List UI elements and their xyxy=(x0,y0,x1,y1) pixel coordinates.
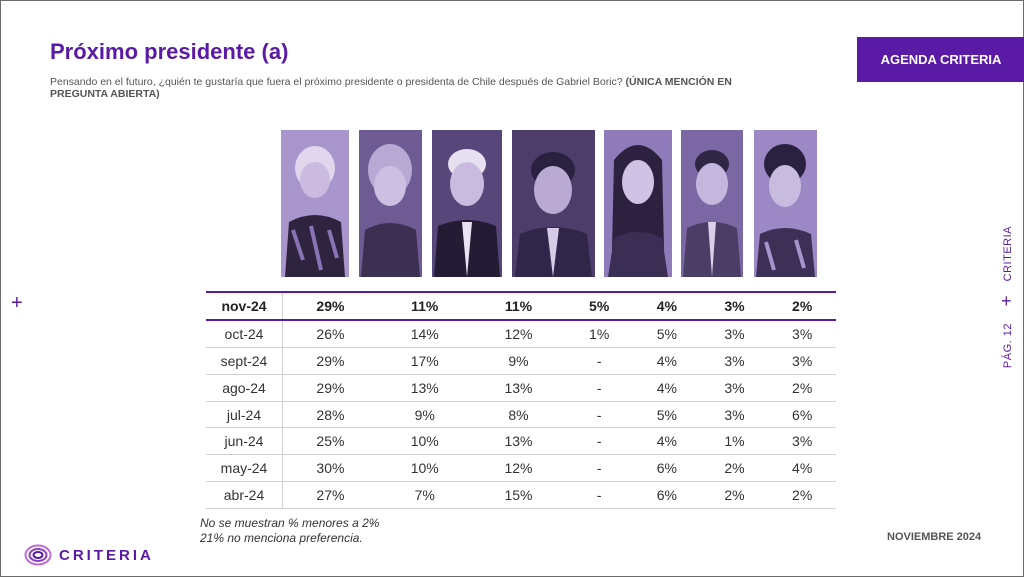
cell-value: 1% xyxy=(700,427,769,456)
cell-value: 4% xyxy=(632,291,701,321)
table-row: ago-24 29% 13% 13% -4% 3% 2% xyxy=(206,374,836,402)
cell-value: 12% xyxy=(471,454,566,483)
cell-value: 11% xyxy=(377,291,472,321)
side-brand: CRITERIA xyxy=(1002,226,1014,282)
cell-value: 6% xyxy=(768,401,836,429)
cell-value: 5% xyxy=(632,319,701,348)
cell-value: 29% xyxy=(282,347,378,375)
candidate-photo-7 xyxy=(754,130,817,277)
candidate-photo-6 xyxy=(681,130,743,277)
side-label: CRITERIA + PÁG. 12 xyxy=(999,226,1021,371)
cell-value: 3% xyxy=(700,291,769,321)
cell-value: 10% xyxy=(377,454,472,483)
candidate-photo-2 xyxy=(359,130,422,277)
cell-value: - xyxy=(565,427,633,456)
cell-value: 3% xyxy=(700,401,769,429)
cell-value: 28% xyxy=(282,401,378,429)
row-month: ago-24 xyxy=(206,374,283,402)
table-row: nov-24 29% 11% 11% 5% 4% 3% 2% xyxy=(206,291,836,321)
footnote: No se muestran % menores a 2% 21% no men… xyxy=(200,516,379,546)
plus-icon: + xyxy=(11,292,23,314)
cell-value: 29% xyxy=(282,374,378,402)
question-text: Pensando en el futuro, ¿quién te gustarí… xyxy=(50,76,623,88)
row-month: abr-24 xyxy=(206,481,283,510)
cell-value: 3% xyxy=(700,347,769,375)
cell-value: 2% xyxy=(768,291,836,321)
cell-value: 5% xyxy=(632,401,701,429)
cell-value: 2% xyxy=(700,454,769,483)
cell-value: 2% xyxy=(700,481,769,510)
cell-value: 25% xyxy=(282,427,378,456)
cell-value: 9% xyxy=(471,347,566,375)
criteria-logo: CRITERIA xyxy=(24,544,154,566)
survey-question: Pensando en el futuro, ¿quién te gustarí… xyxy=(50,76,770,100)
cell-value: - xyxy=(565,374,633,402)
row-month: nov-24 xyxy=(206,291,283,321)
cell-value: 4% xyxy=(632,347,701,375)
page-number: PÁG. 12 xyxy=(1002,323,1014,369)
cell-value: 13% xyxy=(471,427,566,456)
candidate-photo-3 xyxy=(432,130,502,277)
cell-value: 1% xyxy=(565,319,633,348)
cell-value: - xyxy=(565,454,633,483)
candidate-photo-5 xyxy=(604,130,672,277)
table-row: jul-24 28% 9% 8% -5% 3% 6% xyxy=(206,401,836,429)
cell-value: 8% xyxy=(471,401,566,429)
table-row: sept-24 29% 17% 9% -4% 3% 3% xyxy=(206,347,836,375)
poll-results-table: nov-24 29% 11% 11% 5% 4% 3% 2% oct-24 26% 14% 12% 1%… xyxy=(206,291,836,510)
cell-value: 6% xyxy=(632,454,701,483)
question-note: (ÚNICA MENCIÓN EN PREGUNTA ABIERTA) xyxy=(50,76,732,100)
cell-value: - xyxy=(565,347,633,375)
plus-icon: + xyxy=(1001,291,1012,311)
cell-value: 3% xyxy=(768,319,836,348)
cell-value: 13% xyxy=(471,374,566,402)
row-month: oct-24 xyxy=(206,319,283,348)
cell-value: 3% xyxy=(768,347,836,375)
cell-value: 26% xyxy=(282,319,378,348)
cell-value: 17% xyxy=(377,347,472,375)
agenda-criteria-badge: AGENDA CRITERIA xyxy=(857,37,1024,82)
cell-value: 27% xyxy=(282,481,378,510)
cell-value: 14% xyxy=(377,319,472,348)
cell-value: 15% xyxy=(471,481,566,510)
page-title: Próximo presidente (a) xyxy=(50,39,289,64)
cell-value: 10% xyxy=(377,427,472,456)
cell-value: - xyxy=(565,481,633,510)
cell-value: 3% xyxy=(700,319,769,348)
cell-value: 3% xyxy=(768,427,836,456)
cell-value: 12% xyxy=(471,319,566,348)
cell-value: 7% xyxy=(377,481,472,510)
cell-value: 4% xyxy=(632,427,701,456)
row-month: jun-24 xyxy=(206,427,283,456)
cell-value: 13% xyxy=(377,374,472,402)
candidate-photo-1 xyxy=(281,130,349,277)
cell-value: 30% xyxy=(282,454,378,483)
row-month: may-24 xyxy=(206,454,283,483)
row-month: jul-24 xyxy=(206,401,283,429)
row-month: sept-24 xyxy=(206,347,283,375)
cell-value: 2% xyxy=(768,374,836,402)
cell-value: 3% xyxy=(700,374,769,402)
candidate-photo-4 xyxy=(512,130,595,277)
footnote-line-2: 21% no menciona preferencia. xyxy=(200,531,363,545)
cell-value: - xyxy=(565,401,633,429)
report-date: NOVIEMBRE 2024 xyxy=(887,531,982,543)
cell-value: 4% xyxy=(768,454,836,483)
footnote-line-1: No se muestran % menores a 2% xyxy=(200,516,380,530)
table-row: may-24 30% 10% 12% -6% 2% 4% xyxy=(206,454,836,483)
cell-value: 4% xyxy=(632,374,701,402)
criteria-logo-icon xyxy=(24,544,52,566)
cell-value: 11% xyxy=(471,291,566,321)
logo-wordmark: CRITERIA xyxy=(59,546,154,564)
cell-value: 9% xyxy=(377,401,472,429)
cell-value: 6% xyxy=(632,481,701,510)
table-row: oct-24 26% 14% 12% 1% 5% 3% 3% xyxy=(206,319,836,348)
table-row: abr-24 27% 7% 15% -6% 2% 2% xyxy=(206,481,836,510)
cell-value: 2% xyxy=(768,481,836,510)
cell-value: 5% xyxy=(565,291,633,321)
cell-value: 29% xyxy=(282,291,378,321)
table-row: jun-24 25% 10% 13% -4% 1% 3% xyxy=(206,427,836,456)
